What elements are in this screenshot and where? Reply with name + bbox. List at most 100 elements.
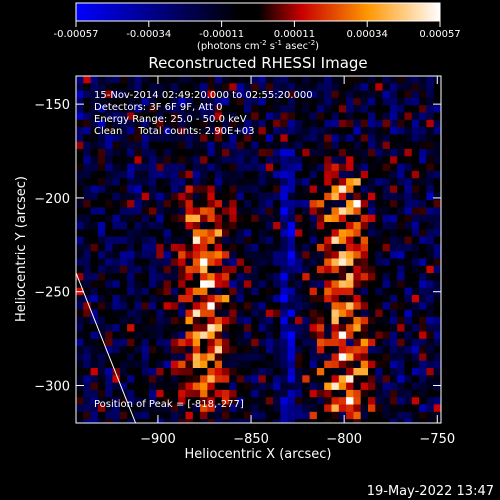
heat-cell bbox=[331, 112, 340, 121]
heat-cell bbox=[280, 360, 289, 369]
heat-cell bbox=[156, 273, 164, 281]
heat-cell bbox=[222, 90, 230, 99]
heat-cell bbox=[280, 156, 289, 164]
heat-cell bbox=[404, 309, 413, 318]
heat-cell bbox=[76, 368, 84, 376]
heat-cell bbox=[324, 375, 332, 383]
heat-cell bbox=[426, 200, 435, 208]
heat-cell bbox=[309, 90, 318, 99]
heat-cell bbox=[229, 346, 237, 354]
heat-cell bbox=[419, 141, 427, 150]
heat-cell bbox=[426, 229, 435, 237]
heat-cell bbox=[404, 156, 413, 164]
heat-cell bbox=[265, 112, 274, 121]
heat-cell bbox=[324, 280, 332, 289]
heat-cell bbox=[295, 163, 303, 172]
heat-cell bbox=[309, 360, 318, 369]
heat-cell bbox=[404, 375, 413, 383]
heat-cell bbox=[324, 134, 332, 143]
heat-cell bbox=[229, 419, 237, 423]
heat-cell bbox=[382, 331, 391, 340]
heat-cell bbox=[368, 170, 376, 179]
heat-cell bbox=[112, 119, 121, 128]
heat-cell bbox=[360, 192, 369, 201]
heat-cell bbox=[200, 90, 208, 99]
heat-cell bbox=[411, 134, 420, 143]
heat-cell bbox=[178, 112, 186, 121]
heat-cell bbox=[97, 265, 106, 274]
heat-cell bbox=[163, 353, 172, 362]
heat-cell bbox=[97, 316, 106, 325]
heat-cell bbox=[375, 214, 383, 223]
heat-cell bbox=[236, 251, 245, 259]
heat-cell bbox=[419, 192, 427, 201]
heat-cell bbox=[397, 170, 405, 179]
heat-cell bbox=[265, 185, 274, 194]
heat-cell bbox=[338, 112, 347, 121]
heat-cell bbox=[83, 411, 91, 420]
heat-cell bbox=[200, 265, 208, 274]
heat-cell bbox=[331, 316, 340, 325]
heat-cell bbox=[375, 178, 383, 186]
heat-cell bbox=[83, 302, 91, 310]
heat-cell bbox=[375, 309, 383, 318]
heat-cell bbox=[222, 112, 230, 121]
heat-cell bbox=[236, 214, 245, 223]
heat-cell bbox=[222, 185, 230, 194]
heat-cell bbox=[119, 316, 128, 325]
heat-cell bbox=[302, 119, 310, 128]
heat-cell bbox=[170, 134, 179, 143]
heat-cell bbox=[316, 302, 325, 310]
heat-cell bbox=[309, 295, 318, 303]
heat-cell bbox=[178, 170, 186, 179]
heat-cell bbox=[265, 149, 274, 157]
heat-cell bbox=[389, 207, 398, 216]
heat-cell bbox=[258, 302, 267, 310]
heat-cell bbox=[368, 324, 376, 332]
heat-cell bbox=[149, 375, 157, 383]
heat-cell bbox=[192, 346, 201, 354]
heat-cell bbox=[419, 375, 427, 383]
heat-cell bbox=[309, 280, 318, 289]
heat-cell bbox=[83, 309, 91, 318]
heat-cell bbox=[353, 368, 362, 376]
heat-cell bbox=[316, 251, 325, 259]
heat-cell bbox=[280, 200, 289, 208]
heat-cell bbox=[90, 207, 99, 216]
heat-cell bbox=[156, 295, 164, 303]
heat-cell bbox=[368, 127, 376, 135]
heat-cell bbox=[382, 309, 391, 318]
heat-cell bbox=[411, 214, 420, 223]
heat-cell bbox=[382, 338, 391, 347]
heat-cell bbox=[229, 105, 237, 113]
heat-cell bbox=[287, 156, 296, 164]
heat-cell bbox=[97, 214, 106, 223]
heat-cell bbox=[265, 338, 274, 347]
heat-cell bbox=[265, 375, 274, 383]
heat-cell bbox=[222, 105, 230, 113]
heat-cell bbox=[411, 309, 420, 318]
heat-cell bbox=[149, 243, 157, 252]
heat-cell bbox=[105, 156, 113, 164]
heat-cell bbox=[287, 236, 296, 245]
heat-cell bbox=[229, 156, 237, 164]
heat-cell bbox=[141, 178, 150, 186]
heat-cell bbox=[309, 338, 318, 347]
heat-cell bbox=[229, 404, 237, 413]
heat-cell bbox=[302, 83, 310, 91]
heat-cell bbox=[360, 156, 369, 164]
heat-cell bbox=[353, 97, 362, 106]
heat-cell bbox=[192, 178, 201, 186]
heat-cell bbox=[76, 265, 84, 274]
heat-cell bbox=[214, 90, 223, 99]
heat-cell bbox=[200, 295, 208, 303]
heat-cell bbox=[149, 360, 157, 369]
heat-cell bbox=[127, 346, 135, 354]
heat-cell bbox=[426, 316, 435, 325]
heat-cell bbox=[222, 170, 230, 179]
heat-cell bbox=[251, 419, 259, 423]
heat-cell bbox=[375, 368, 383, 376]
heat-cell bbox=[280, 295, 289, 303]
heat-cell bbox=[178, 243, 186, 252]
heat-cell bbox=[273, 295, 281, 303]
